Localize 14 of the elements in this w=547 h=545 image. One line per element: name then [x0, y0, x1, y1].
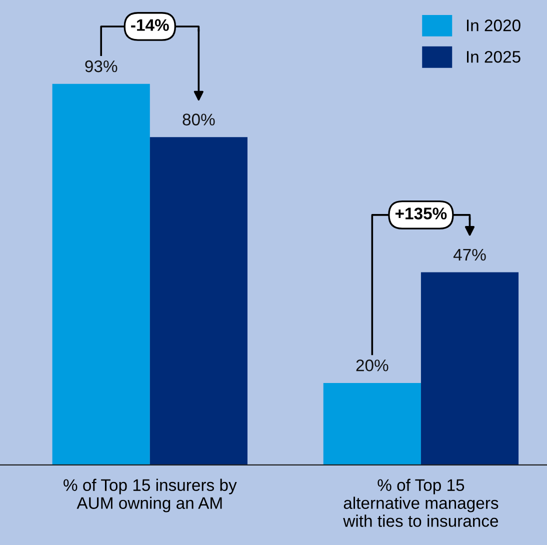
legend-label: In 2020 [466, 20, 520, 32]
bar [52, 84, 150, 465]
data-label: 47% [453, 248, 486, 261]
data-label: 80% [182, 114, 215, 126]
data-label: 93% [85, 60, 118, 72]
data-label: 20% [356, 360, 388, 372]
legend-label: In 2025 [466, 50, 520, 63]
annotation: +135% [395, 208, 447, 220]
bar [323, 382, 421, 465]
bar [420, 272, 519, 465]
text: -14% [131, 19, 169, 31]
x-tick-label: % of Top 15 alternative managers with ties to insurance [343, 478, 498, 527]
bar [150, 137, 248, 465]
x-tick-label: % of Top 15 insurers by AUM owning an AM [64, 478, 237, 512]
